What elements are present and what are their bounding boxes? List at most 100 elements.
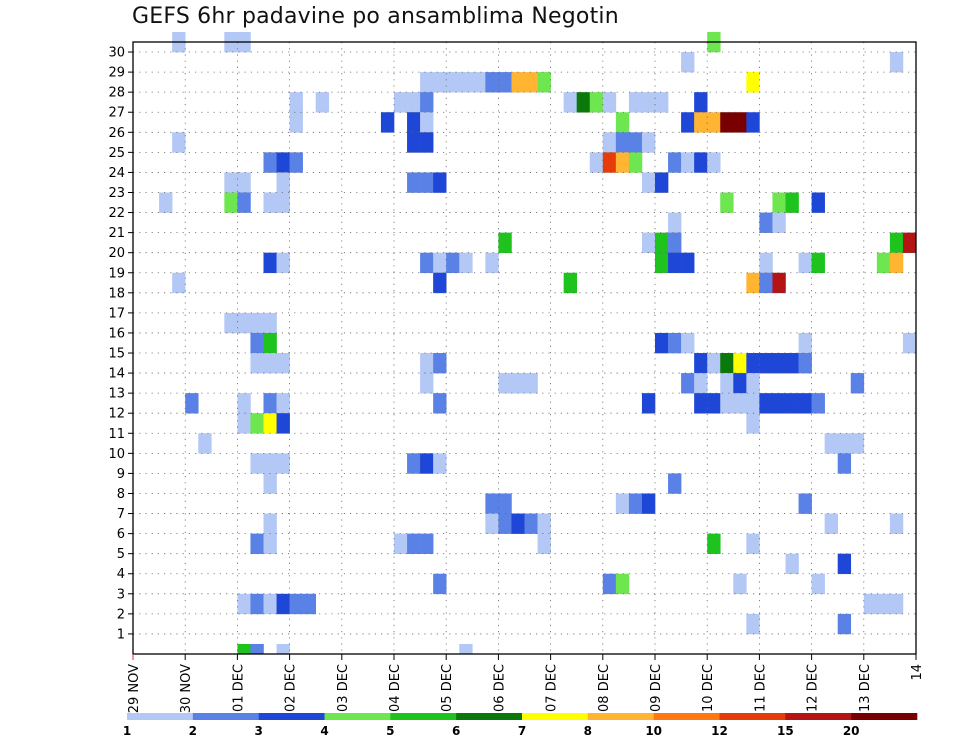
heatmap-cell (668, 252, 682, 274)
heatmap-cell (276, 643, 290, 655)
heatmap-cell (263, 593, 277, 615)
heatmap-cell (628, 152, 643, 173)
heatmap-cell (237, 192, 251, 213)
x-tick-label: 08 DEC (597, 664, 612, 712)
y-tick-label: 24 (108, 166, 125, 181)
heatmap-cell (681, 373, 695, 394)
heatmap-cell (276, 593, 290, 615)
heatmap-cell (511, 373, 525, 394)
x-tick-label: 14 (910, 664, 925, 681)
y-tick-label: 27 (108, 106, 125, 121)
heatmap-cell (746, 413, 760, 434)
heatmap-cell (433, 573, 447, 595)
heatmap-cell (798, 353, 812, 374)
heatmap-cell (824, 513, 838, 534)
heatmap-cell (250, 312, 264, 334)
heatmap-cell (420, 92, 434, 113)
heatmap-cell (811, 192, 825, 213)
y-tick-label: 23 (108, 186, 125, 201)
heatmap-cell (798, 252, 812, 274)
heatmap-cell (759, 272, 773, 294)
heatmap-cell (276, 453, 290, 474)
heatmap-cell (602, 132, 617, 153)
heatmap-cell (615, 132, 630, 153)
heatmap-cell (524, 373, 538, 394)
colorbar-segment (653, 713, 720, 720)
heatmap-cell (733, 573, 747, 595)
heatmap-cell (746, 373, 760, 394)
heatmap-cell (563, 92, 577, 113)
heatmap-cell (772, 272, 786, 294)
colorbar-segment (456, 713, 523, 720)
heatmap-cell (276, 192, 290, 213)
colorbar-segment (258, 713, 325, 720)
heatmap-cell (720, 353, 734, 374)
heatmap-cell (250, 533, 264, 554)
heatmap-cell (785, 192, 799, 213)
heatmap-cell (641, 172, 656, 193)
heatmap-cell (250, 643, 264, 655)
heatmap-cell (746, 72, 760, 93)
x-tick-label: 10 DEC (701, 664, 716, 712)
ticks-layer (128, 51, 917, 660)
colorbar-segment (785, 713, 852, 720)
heatmap-cell (681, 52, 695, 73)
x-tick-label: 05 DEC (440, 664, 455, 712)
x-tick-label: 13 DEC (858, 664, 873, 712)
x-tick-label: 30 NOV (179, 664, 194, 713)
heatmap-cell (850, 433, 865, 454)
y-tick-label: 12 (108, 407, 125, 422)
heatmap-cell (263, 453, 277, 474)
heatmap-cell (576, 92, 591, 113)
colorbar-segment (587, 713, 654, 720)
heatmap-cell (707, 533, 721, 554)
heatmap-cell (694, 393, 708, 414)
cells-layer (159, 31, 917, 655)
heatmap-cell (498, 232, 512, 253)
heatmap-cell (746, 353, 760, 374)
heatmap-cell (615, 112, 630, 133)
colorbar-label: 10 (645, 724, 662, 738)
colorbar-label: 1 (123, 724, 131, 738)
plot-frame (132, 41, 917, 655)
heatmap-cell (720, 373, 734, 394)
heatmap-cell (485, 493, 499, 514)
x-tick-label: 11 DEC (753, 664, 768, 712)
heatmap-cell (668, 152, 682, 173)
heatmap-cell (824, 433, 838, 454)
heatmap-cell (263, 192, 277, 213)
colorbar-segment (390, 713, 457, 720)
heatmap-cell (224, 172, 238, 193)
heatmap-cell (785, 553, 799, 575)
heatmap-cell (276, 413, 290, 434)
heatmap-cell (198, 433, 212, 454)
heatmap-cell (889, 593, 904, 615)
colorbar-segment (719, 713, 786, 720)
heatmap-cell (720, 393, 734, 414)
y-tick-label: 15 (108, 347, 125, 362)
heatmap-cell (850, 373, 865, 394)
heatmap-cell (459, 643, 473, 655)
heatmap-cell (707, 353, 721, 374)
y-tick-label: 18 (108, 286, 125, 301)
heatmap-cell (707, 152, 721, 173)
heatmap-cell (433, 453, 447, 474)
y-tick-label: 21 (108, 226, 125, 241)
heatmap-cell (250, 353, 264, 374)
y-tick-label: 5 (117, 547, 125, 562)
heatmap-cell (668, 332, 682, 354)
heatmap-cell (746, 393, 760, 414)
heatmap-cell (694, 353, 708, 374)
heatmap-cell (837, 613, 852, 635)
heatmap-cell (537, 72, 551, 93)
heatmap-cell (289, 593, 303, 615)
heatmap-cell (720, 192, 734, 213)
heatmap-cell (628, 92, 643, 113)
heatmap-cell (433, 393, 447, 414)
colorbar-segment (522, 713, 589, 720)
heatmap-cell (237, 393, 251, 414)
heatmap-cell (407, 132, 421, 153)
x-tick-label: 29 NOV (127, 664, 142, 713)
heatmap-cell (420, 373, 434, 394)
